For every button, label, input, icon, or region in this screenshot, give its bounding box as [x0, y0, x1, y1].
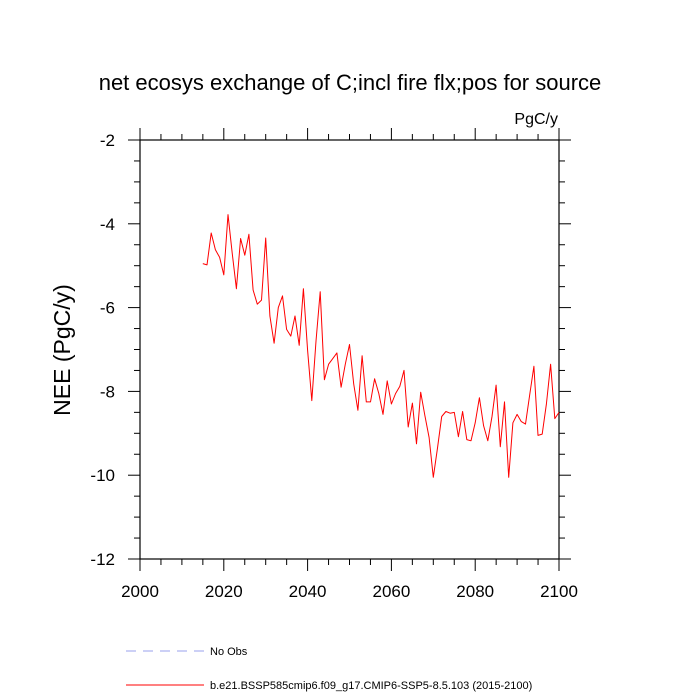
x-tick-label: 2020 — [205, 582, 243, 601]
y-tick-label: -12 — [90, 550, 115, 569]
legend-label-no-obs: No Obs — [210, 646, 248, 658]
chart-title: net ecosys exchange of C;incl fire flx;p… — [99, 70, 602, 95]
units-label: PgC/y — [514, 111, 558, 128]
y-tick-label: -8 — [100, 382, 115, 401]
x-tick-label: 2100 — [540, 582, 578, 601]
x-tick-label: 2080 — [456, 582, 494, 601]
y-tick-label: -4 — [100, 215, 115, 234]
x-tick-label: 2060 — [372, 582, 410, 601]
y-tick-labels: -2 -4 -6 -8 -10 -12 — [90, 131, 115, 569]
y-axis-label: NEE (PgC/y) — [49, 284, 75, 416]
y-tick-label: -6 — [100, 299, 115, 318]
x-tick-label: 2040 — [289, 582, 327, 601]
plot-frame — [139, 139, 560, 560]
axis-ticks — [128, 128, 571, 571]
legend-label-model: b.e21.BSSP585cmip6.f09_g17.CMIP6-SSP5-8.… — [210, 680, 532, 692]
series-line — [202, 214, 560, 478]
x-tick-labels: 2000 2020 2040 2060 2080 2100 — [121, 582, 578, 601]
legend: No Obs b.e21.BSSP585cmip6.f09_g17.CMIP6-… — [126, 646, 532, 692]
y-tick-label: -2 — [100, 131, 115, 150]
y-tick-label: -10 — [90, 466, 115, 485]
x-tick-label: 2000 — [121, 582, 159, 601]
